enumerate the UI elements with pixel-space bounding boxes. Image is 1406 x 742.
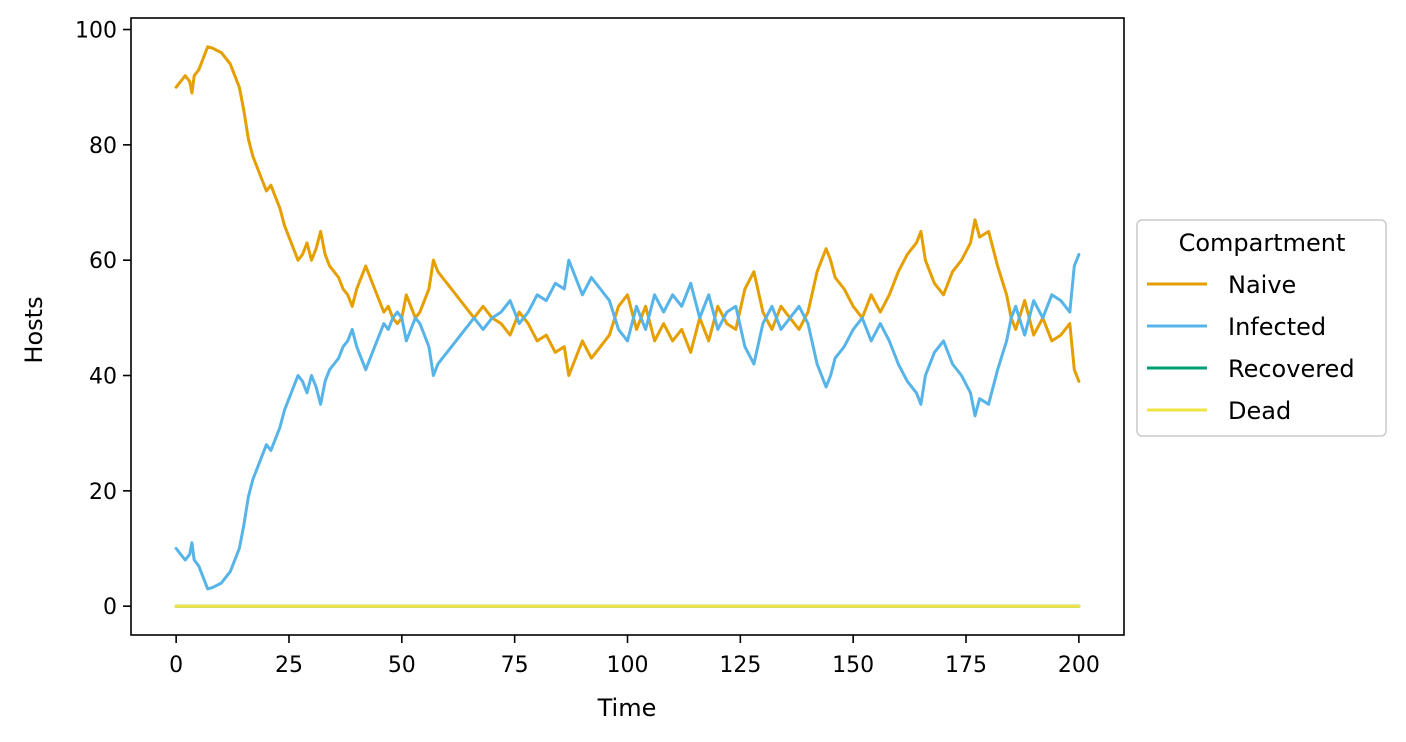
legend-label-naive: Naive (1228, 271, 1296, 299)
y-tick-label: 20 (89, 480, 117, 505)
x-tick-label: 100 (607, 653, 649, 678)
y-tick-label: 0 (103, 595, 117, 620)
legend-label-recovered: Recovered (1228, 355, 1355, 383)
x-tick-label: 0 (169, 653, 183, 678)
y-axis-label: Hosts (20, 296, 48, 363)
legend-entries: Naive Infected Recovered Dead (1147, 271, 1355, 425)
x-axis-label: Time (597, 694, 657, 722)
x-tick-label: 75 (501, 653, 529, 678)
x-tick-label: 175 (945, 653, 987, 678)
legend-label-dead: Dead (1228, 397, 1291, 425)
x-tick-label: 150 (832, 653, 874, 678)
x-tick-label: 125 (719, 653, 761, 678)
x-tick-label: 200 (1058, 653, 1100, 678)
plot-lines (174, 45, 1081, 608)
y-tick-label: 40 (89, 365, 117, 390)
legend-label-infected: Infected (1228, 313, 1326, 341)
y-tick-label: 100 (75, 19, 117, 44)
y-axis: 0 20 40 60 80 100 (75, 19, 131, 620)
series-line-naive (174, 45, 1081, 383)
legend-box (1136, 219, 1387, 437)
plot-frame (130, 17, 1125, 636)
series-line-infected (174, 252, 1081, 591)
legend: Compartment Naive Infected Recovered Dead (1136, 219, 1387, 437)
x-tick-label: 50 (388, 653, 416, 678)
x-axis: 0 25 50 75 100 125 150 175 200 (169, 635, 1100, 678)
y-tick-label: 80 (89, 134, 117, 159)
x-tick-label: 25 (275, 653, 303, 678)
y-tick-label: 60 (89, 249, 117, 274)
legend-title: Compartment (1179, 229, 1346, 257)
